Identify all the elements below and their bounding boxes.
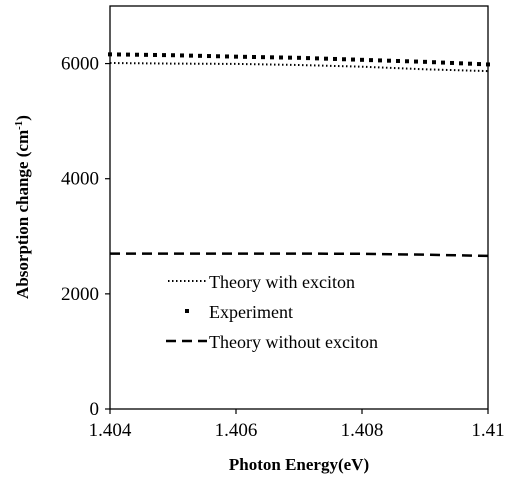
experiment-point [234, 54, 238, 59]
experiment-point [108, 52, 112, 57]
legend-label-theory-without-exciton: Theory without exciton [209, 332, 378, 352]
y-tick-label: 0 [90, 399, 100, 420]
series-layer [108, 52, 490, 258]
experiment-point [306, 56, 310, 61]
experiment-point [207, 54, 211, 59]
y-axis-title-main: Absorption change (cm [13, 130, 32, 299]
experiment-point [279, 55, 283, 60]
experiment-point [297, 55, 301, 60]
experiment-point [252, 54, 256, 59]
experiment-point [189, 53, 193, 58]
experiment-point [369, 58, 373, 63]
experiment-point [324, 56, 328, 61]
experiment-point [423, 59, 427, 64]
experiment-point [162, 53, 166, 58]
series-theory-with-exciton-line [109, 62, 489, 73]
legend: Theory with exciton Experiment Theory wi… [166, 272, 378, 352]
experiment-point [342, 57, 346, 62]
experiment-point [468, 61, 472, 66]
legend-label-experiment: Experiment [209, 302, 293, 322]
x-axis-ticks: 1.404 1.406 1.408 1.41 [89, 409, 505, 441]
legend-entry-experiment: Experiment [185, 302, 293, 322]
experiment-point [450, 60, 454, 65]
series-theory-without-exciton-line [110, 252, 489, 258]
y-tick-label: 2000 [61, 284, 99, 305]
experiment-point [432, 60, 436, 65]
x-axis-title: Photon Energy(eV) [229, 455, 369, 474]
experiment-point [288, 55, 292, 60]
x-tick-label: 1.404 [89, 420, 132, 441]
experiment-point [441, 60, 445, 65]
experiment-point [171, 53, 175, 58]
y-axis-title-superscript: -1 [13, 121, 25, 130]
experiment-point [333, 56, 337, 61]
experiment-point [351, 57, 355, 62]
experiment-point [378, 58, 382, 63]
y-axis-ticks: 0 2000 4000 6000 [61, 54, 110, 420]
plot-area-frame [109, 5, 489, 410]
experiment-point [135, 52, 139, 57]
experiment-point [270, 55, 274, 60]
legend-label-theory-with-exciton: Theory with exciton [209, 272, 355, 292]
legend-swatch-square-marker [185, 309, 189, 313]
experiment-point [198, 53, 202, 58]
experiment-point [216, 54, 220, 59]
experiment-point [153, 52, 157, 57]
x-tick-label: 1.406 [215, 420, 258, 441]
experiment-point [414, 59, 418, 64]
experiment-point [486, 62, 490, 67]
experiment-point [126, 52, 130, 57]
experiment-point [396, 58, 400, 63]
x-tick-label: 1.41 [471, 420, 504, 441]
x-tick-label: 1.408 [341, 420, 384, 441]
experiment-point [243, 54, 247, 59]
y-axis-title-tail: ) [13, 115, 32, 121]
experiment-point [180, 53, 184, 58]
experiment-point [117, 52, 121, 57]
experiment-point [459, 61, 463, 66]
legend-entry-theory-with-exciton: Theory with exciton [168, 272, 355, 292]
experiment-point [405, 59, 409, 64]
experiment-point [144, 52, 148, 57]
experiment-point [477, 62, 481, 67]
y-tick-label: 4000 [61, 169, 99, 190]
experiment-point [360, 57, 364, 62]
y-tick-label: 6000 [61, 54, 99, 75]
legend-entry-theory-without-exciton: Theory without exciton [166, 332, 378, 352]
series-experiment [108, 52, 490, 67]
experiment-point [387, 58, 391, 63]
experiment-point [261, 55, 265, 60]
experiment-point [315, 56, 319, 61]
y-axis-title: Absorption change (cm-1) [13, 115, 32, 299]
experiment-point [225, 54, 229, 59]
